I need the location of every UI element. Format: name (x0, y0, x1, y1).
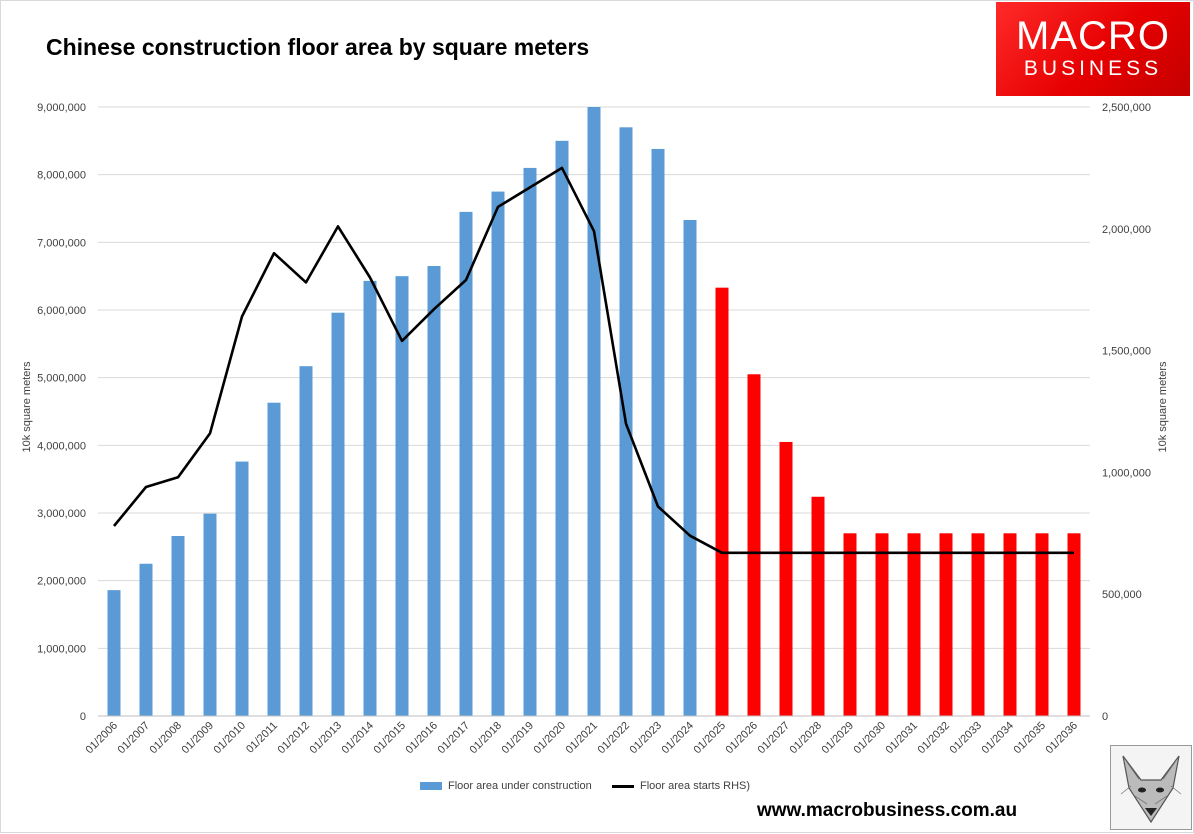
x-tick-label: 01/2029 (820, 720, 857, 757)
x-tick-label: 01/2028 (788, 720, 825, 757)
bar (748, 374, 761, 716)
y2-tick-label: 2,000,000 (1102, 224, 1151, 236)
bar (940, 533, 953, 716)
x-tick-label: 01/2016 (404, 720, 441, 757)
y-tick-label: 4,000,000 (37, 440, 86, 452)
legend-swatch-line (612, 785, 634, 788)
legend-item-line: Floor area starts RHS) (612, 780, 750, 792)
x-tick-label: 01/2007 (116, 720, 153, 757)
x-tick-label: 01/2036 (1044, 720, 1081, 757)
x-tick-label: 01/2013 (308, 720, 345, 757)
y2-tick-label: 0 (1102, 711, 1108, 723)
bar (1004, 533, 1017, 716)
x-tick-label: 01/2019 (500, 720, 537, 757)
x-tick-label: 01/2017 (436, 720, 473, 757)
y2-tick-label: 500,000 (1102, 589, 1142, 601)
x-tick-label: 01/2021 (564, 720, 601, 757)
y2-tick-label: 1,000,000 (1102, 467, 1151, 479)
x-tick-label: 01/2032 (916, 720, 953, 757)
x-tick-label: 01/2010 (212, 720, 249, 757)
legend-swatch-bar (420, 782, 442, 790)
bar (556, 141, 569, 716)
bar (428, 266, 441, 716)
bar (588, 107, 601, 716)
x-tick-label: 01/2035 (1012, 720, 1049, 757)
x-tick-label: 01/2034 (980, 720, 1017, 757)
website-url: www.macrobusiness.com.au (757, 800, 1017, 822)
x-tick-label: 01/2008 (148, 720, 185, 757)
bar (364, 281, 377, 716)
x-tick-label: 01/2014 (340, 720, 377, 757)
x-tick-label: 01/2015 (372, 720, 409, 757)
y2-tick-label: 1,500,000 (1102, 346, 1151, 358)
legend-label-bars: Floor area under construction (448, 780, 592, 792)
bar (812, 497, 825, 716)
legend-item-bars: Floor area under construction (420, 780, 592, 792)
bar (684, 220, 697, 716)
fox-head-icon (1110, 745, 1192, 830)
x-tick-label: 01/2027 (756, 720, 793, 757)
y-axis-label: 10k square meters (21, 361, 33, 453)
y2-tick-label: 2,500,000 (1102, 102, 1151, 114)
bar (140, 564, 153, 716)
bar (844, 533, 857, 716)
bar-series (108, 107, 1081, 716)
x-tick-label: 01/2025 (692, 720, 729, 757)
x-tick-label: 01/2022 (596, 720, 633, 757)
y-tick-label: 8,000,000 (37, 170, 86, 182)
x-tick-label: 01/2026 (724, 720, 761, 757)
y-tick-label: 6,000,000 (37, 305, 86, 317)
bar (268, 403, 281, 716)
y-tick-label: 0 (80, 711, 86, 723)
bar (908, 533, 921, 716)
y-tick-label: 1,000,000 (37, 643, 86, 655)
x-tick-label: 01/2023 (628, 720, 665, 757)
x-tick-label: 01/2020 (532, 720, 569, 757)
y-tick-label: 3,000,000 (37, 508, 86, 520)
bar (972, 533, 985, 716)
y-tick-label: 2,000,000 (37, 576, 86, 588)
bar (1068, 533, 1081, 716)
bar (300, 366, 313, 716)
x-tick-label: 01/2018 (468, 720, 505, 757)
bar (524, 168, 537, 716)
bar (492, 192, 505, 716)
x-tick-label: 01/2031 (884, 720, 921, 757)
bar (332, 313, 345, 716)
y-tick-label: 5,000,000 (37, 373, 86, 385)
y-tick-label: 9,000,000 (37, 102, 86, 114)
x-tick-label: 01/2024 (660, 720, 697, 757)
y2-axis-label: 10k square meters (1157, 361, 1169, 453)
legend-label-line: Floor area starts RHS) (640, 780, 750, 792)
bar (652, 149, 665, 716)
bar (172, 536, 185, 716)
y-tick-label: 7,000,000 (37, 237, 86, 249)
x-tick-label: 01/2011 (244, 720, 280, 756)
x-tick-label: 01/2012 (276, 720, 313, 757)
x-tick-label: 01/2006 (84, 720, 121, 757)
x-tick-label: 01/2033 (948, 720, 985, 757)
bar (108, 590, 121, 716)
bar (876, 533, 889, 716)
bar (460, 212, 473, 716)
bar (236, 462, 249, 716)
bar (204, 514, 217, 716)
x-tick-label: 01/2030 (852, 720, 889, 757)
bar (780, 442, 793, 716)
bar (716, 288, 729, 716)
bar (1036, 533, 1049, 716)
x-tick-label: 01/2009 (180, 720, 217, 757)
